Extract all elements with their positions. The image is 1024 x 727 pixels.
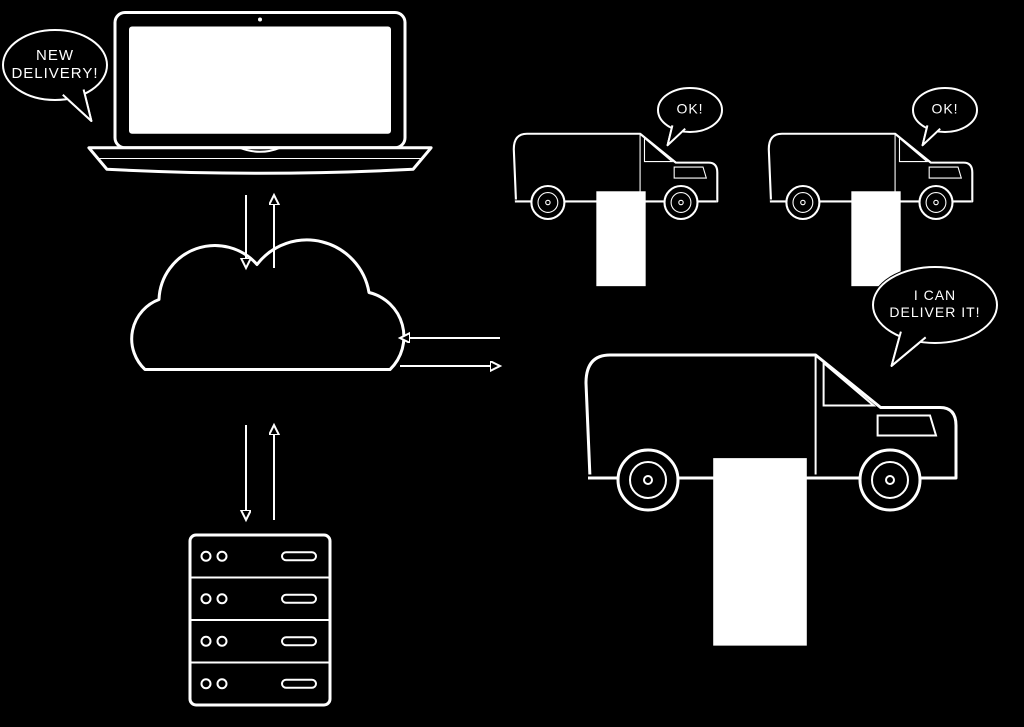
speech-bubble: OK! xyxy=(913,88,977,145)
bubble-text: OK! xyxy=(931,101,958,117)
phone-icon xyxy=(851,191,900,286)
bubble-text: I CAN xyxy=(914,287,956,303)
bubble-text: OK! xyxy=(676,101,703,117)
bubble-text: DELIVERY! xyxy=(11,65,98,82)
phone-icon xyxy=(713,458,807,646)
speech-bubble: NEWDELIVERY! xyxy=(3,30,107,121)
phone-icon xyxy=(596,191,645,286)
laptop-icon xyxy=(89,13,431,174)
bubble-text: DELIVER IT! xyxy=(889,304,980,320)
cloud-icon xyxy=(132,240,404,372)
speech-bubble: OK! xyxy=(658,88,722,145)
bubble-text: NEW xyxy=(36,47,74,64)
speech-bubble: I CANDELIVER IT! xyxy=(873,267,997,366)
server-icon xyxy=(190,535,330,705)
